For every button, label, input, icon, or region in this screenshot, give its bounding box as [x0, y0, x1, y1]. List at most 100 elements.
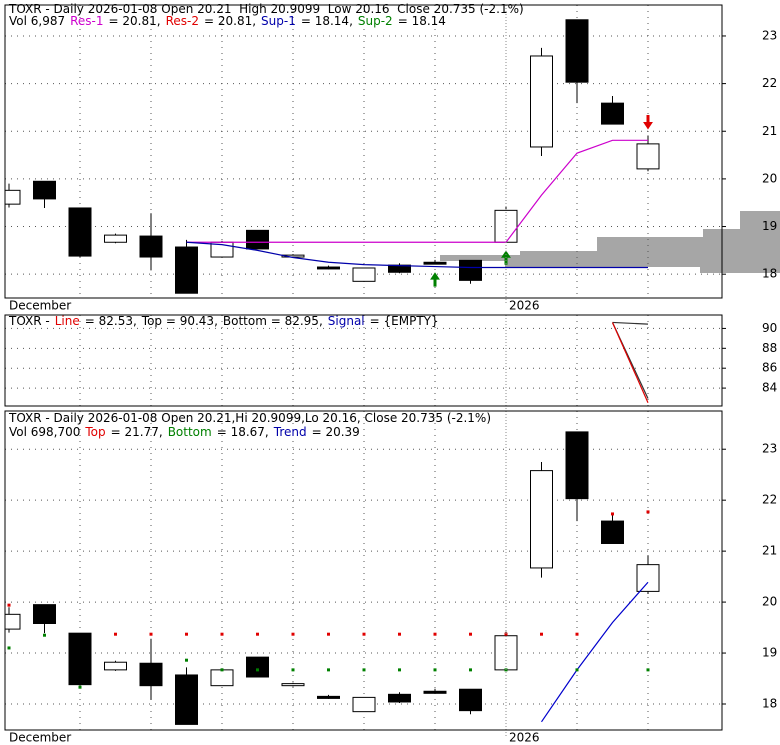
indicator-dot: [504, 632, 508, 636]
header-text: Sup-1: [261, 14, 296, 28]
candle-body: [5, 613, 21, 630]
header-text: Signal: [328, 314, 365, 328]
header-text: = 82.53,: [85, 314, 137, 328]
header-text: TOXR -: [8, 314, 50, 328]
x-label: December: [9, 731, 71, 745]
volume-profile: [440, 211, 780, 273]
candle-body: [210, 669, 234, 687]
candle-body: [317, 695, 340, 699]
candle-body: [423, 261, 447, 265]
candle-body: [104, 661, 127, 671]
indicator-dot: [575, 668, 579, 672]
indicator-dot: [220, 668, 224, 672]
header-text: = 18.14,: [301, 14, 353, 28]
indicator-dot: [256, 632, 259, 636]
indicator-dot: [327, 668, 330, 672]
indicator-dot: [540, 632, 543, 636]
candle-body: [175, 246, 198, 294]
indicator-line: [611, 322, 649, 403]
panel-header: TOXR - Line = 82.53, Top = 90.43, Bottom = 8…: [8, 314, 439, 328]
candle-body: [352, 267, 376, 282]
candle-body: [565, 19, 589, 83]
candle-body: [281, 683, 305, 687]
candle-body: [139, 235, 163, 258]
y-tick-label: 20: [762, 595, 777, 609]
indicator-dot: [646, 510, 650, 514]
candle-body: [33, 604, 56, 624]
indicator-dot: [185, 632, 188, 636]
indicator-dot: [78, 685, 82, 689]
candle-body: [636, 564, 660, 592]
indicator-dot: [575, 632, 579, 636]
indicator-dot: [7, 603, 11, 607]
header-text: = 21.77,: [111, 425, 163, 439]
y-tick-label: 23: [762, 28, 777, 42]
indicator-dot: [149, 632, 153, 636]
indicator-dot: [611, 512, 614, 516]
y-tick-label: 19: [762, 219, 777, 233]
y-tick-label: 23: [762, 442, 777, 456]
candle-body: [139, 662, 163, 687]
indicator-line: [186, 241, 648, 269]
header-text: Vol 6,987: [9, 14, 65, 28]
candle-body: [352, 696, 376, 713]
panel-header: TOXR - Daily 2026-01-08 Open 20.21 High …: [8, 2, 524, 16]
y-tick-label: 18: [762, 267, 777, 281]
indicator-dot: [469, 668, 472, 672]
indicator-line: [186, 139, 648, 243]
header-text: TOXR - Daily 2026-01-08 Open 20.21 High …: [8, 2, 524, 16]
candle-body: [246, 229, 269, 250]
indicator-dot: [291, 632, 295, 636]
x-label: December: [9, 299, 71, 313]
candle-body: [530, 470, 553, 569]
header-text: Line: [55, 314, 80, 328]
y-tick-label: 90: [762, 321, 777, 335]
indicator-line: [612, 321, 649, 325]
candle-body: [175, 674, 198, 725]
header-text: = 20.39: [312, 425, 360, 439]
header-text: = {EMPTY}: [370, 314, 439, 328]
y-tick-label: 22: [762, 76, 777, 90]
y-tick-label: 18: [762, 697, 777, 711]
x-label: 2026: [509, 299, 540, 313]
header-text: = 18.14: [398, 14, 446, 28]
y-tick-label: 84: [762, 381, 777, 395]
indicator-dot: [469, 632, 472, 636]
indicator-dot: [362, 632, 366, 636]
panel-frame: [4, 410, 723, 731]
candle-body: [33, 180, 56, 200]
header-text: Vol 698,700: [9, 425, 80, 439]
indicator-dot: [327, 632, 330, 636]
plot-area: [5, 315, 722, 406]
candle-body: [565, 431, 589, 500]
indicator-dot: [398, 632, 401, 636]
panel-header: Vol 6,987 Res-1 = 20.81, Res-2 = 20.81, Sup-1…: [9, 14, 446, 28]
panel-frame: [4, 4, 723, 299]
indicator-dot: [291, 668, 295, 672]
y-tick-label: 86: [762, 361, 777, 375]
indicator-dot: [646, 668, 650, 672]
candle-body: [317, 266, 340, 270]
header-text: = 20.81,: [204, 14, 256, 28]
header-text: TOXR - Daily 2026-01-08 Open 20.21,Hi 20…: [8, 411, 491, 425]
x-label: 2026: [509, 731, 540, 745]
signal-arrow: [430, 272, 440, 287]
candle-body: [246, 656, 269, 678]
candle-body: [423, 690, 447, 694]
header-text: Bottom = 82.95,: [223, 314, 323, 328]
header-text: Top: [84, 425, 105, 439]
candle-body: [601, 102, 624, 125]
candle-body: [459, 259, 482, 281]
indicator-dot: [185, 658, 188, 662]
indicator-dot: [362, 668, 366, 672]
candle-body: [104, 234, 127, 243]
indicator-dot: [256, 668, 259, 672]
panel-frame: [4, 314, 723, 407]
indicator-line: [541, 581, 649, 723]
header-text: Sup-2: [358, 14, 393, 28]
plot-area: [5, 411, 722, 730]
y-tick-label: 19: [762, 646, 777, 660]
candle-body: [494, 635, 518, 671]
plot-area: [5, 5, 722, 298]
